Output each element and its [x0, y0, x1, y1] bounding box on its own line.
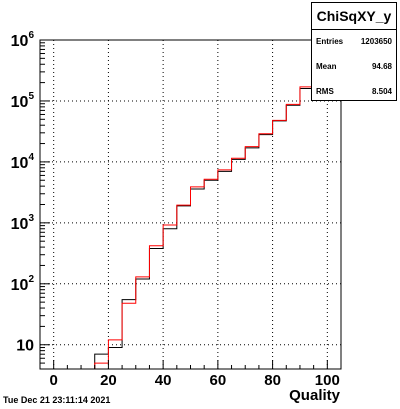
stats-value: 94.68 [371, 62, 392, 71]
stats-key: Mean [316, 62, 337, 71]
y-tick-label: 105 [11, 91, 35, 111]
timestamp-label: Tue Dec 21 23:11:14 2021 [3, 395, 111, 405]
y-axis-tick-labels: 10 102 103 104 105 106 [11, 30, 35, 355]
stats-value: 1203650 [360, 37, 392, 46]
x-tick-label: 100 [315, 372, 340, 389]
stats-value: 8.504 [371, 87, 392, 96]
x-axis-tick-labels: 0 20 40 60 80 100 [50, 372, 340, 389]
y-tick-label: 103 [11, 213, 35, 233]
x-tick-label: 80 [264, 372, 281, 389]
axis-ticks [39, 39, 342, 369]
y-tick-label: 106 [11, 30, 35, 50]
x-tick-label: 0 [50, 372, 58, 389]
stats-title: ChiSqXY_y [312, 3, 396, 30]
x-tick-label: 20 [100, 372, 117, 389]
y-tick-label: 104 [11, 152, 35, 172]
histogram-red-series [40, 55, 341, 370]
grid-lines [40, 39, 341, 369]
stats-row-entries: Entries 1203650 [316, 35, 392, 49]
x-tick-label: 40 [155, 372, 172, 389]
stats-row-rms: RMS 8.504 [316, 85, 392, 99]
stats-row-mean: Mean 94.68 [316, 60, 392, 74]
y-tick-label: 102 [11, 274, 35, 294]
stats-key: Entries [316, 37, 344, 46]
x-axis-title: Quality [289, 387, 341, 404]
y-tick-label: 10 [16, 338, 34, 355]
stats-key: RMS [316, 87, 334, 96]
stats-box: ChiSqXY_y Entries 1203650 Mean 94.68 RMS… [311, 2, 397, 101]
histogram-series [40, 54, 341, 370]
x-tick-label: 60 [210, 372, 227, 389]
